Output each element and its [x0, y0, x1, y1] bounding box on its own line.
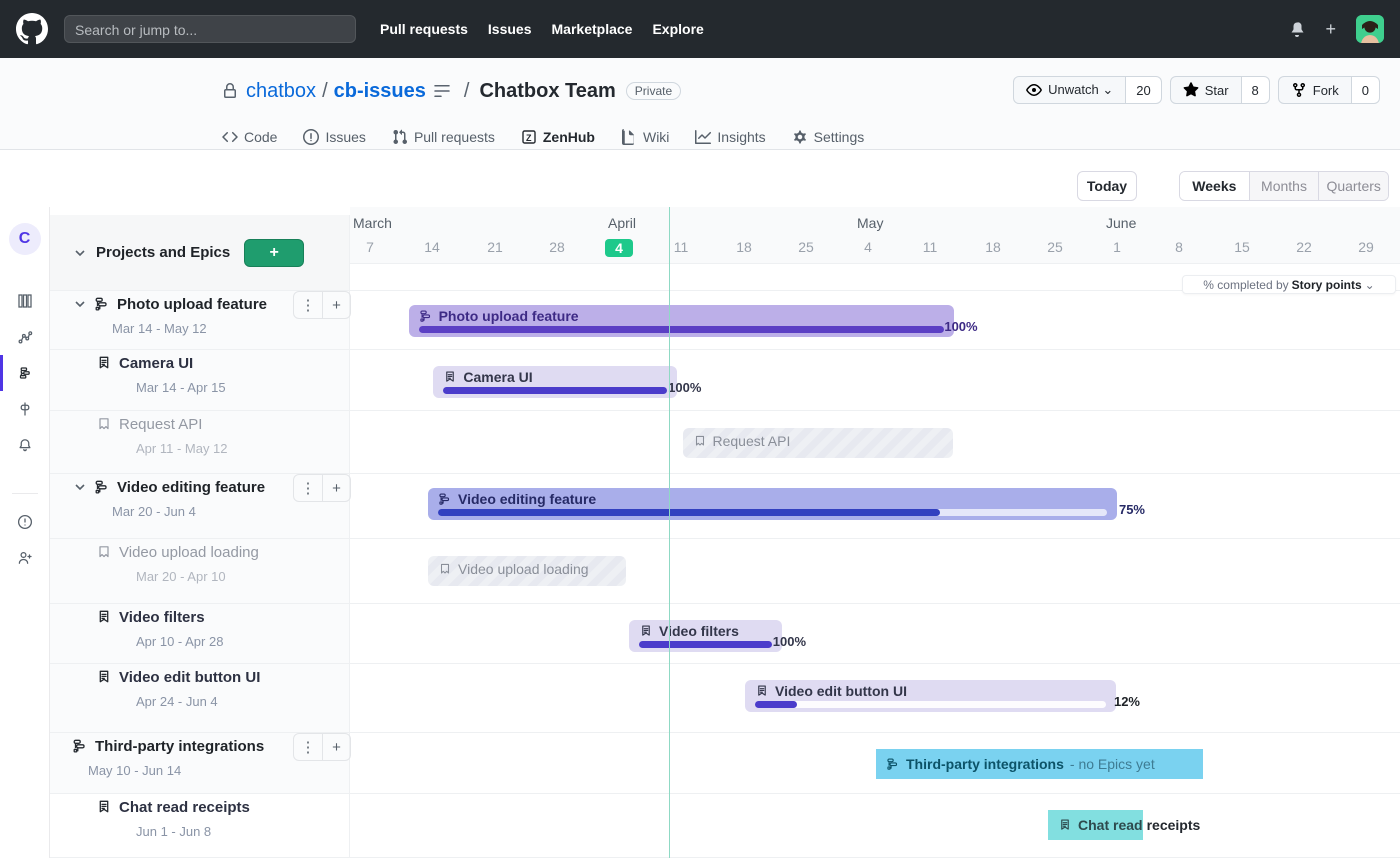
svg-text:Z: Z [526, 133, 532, 143]
